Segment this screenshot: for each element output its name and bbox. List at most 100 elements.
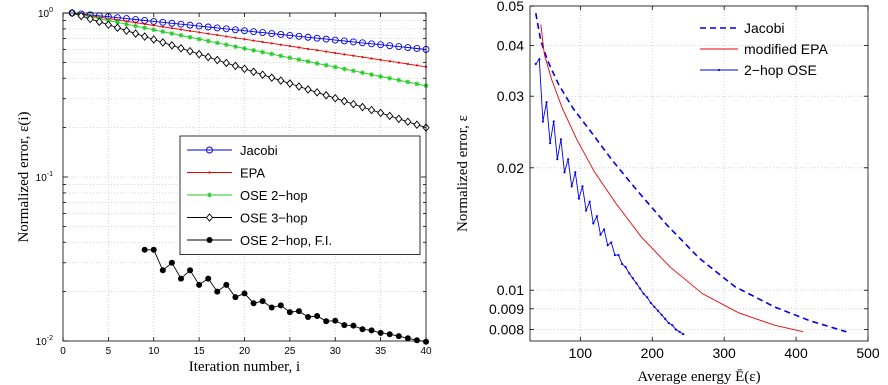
data-point	[323, 318, 330, 325]
y-tick-label: 0.009	[489, 301, 524, 317]
data-point	[160, 29, 166, 35]
data-point	[624, 265, 627, 269]
data-point	[134, 21, 137, 24]
data-point	[538, 58, 541, 61]
data-point	[341, 322, 348, 329]
data-point	[423, 338, 429, 345]
data-point	[170, 27, 173, 30]
data-point	[86, 14, 94, 24]
data-point	[331, 36, 339, 44]
data-point	[316, 49, 319, 52]
data-point	[552, 120, 555, 123]
data-point	[207, 32, 210, 35]
y-axis-label: Normalized error, ε	[455, 115, 471, 232]
data-point	[563, 171, 566, 174]
data-point	[195, 49, 203, 59]
data-point	[279, 43, 282, 46]
legend-label: modified EPA	[744, 41, 828, 57]
legend-item: OSE 2−hop	[187, 188, 308, 203]
data-point	[413, 337, 420, 344]
data-point	[141, 246, 148, 253]
series-line	[72, 12, 427, 50]
y-tick-label: 10-2	[36, 335, 53, 348]
data-point	[241, 290, 248, 297]
data-point	[386, 331, 393, 338]
data-point	[178, 32, 184, 38]
legend-item: OSE 3−hop	[187, 211, 308, 226]
data-point	[77, 11, 85, 21]
y-tick-label: 0.008	[489, 322, 524, 338]
legend-marker	[207, 192, 212, 198]
data-point	[325, 50, 328, 53]
data-point	[296, 57, 302, 63]
data-point	[142, 25, 148, 31]
data-point	[682, 332, 685, 336]
x-tick-label: 25	[284, 346, 296, 357]
data-point	[259, 70, 267, 80]
series-3	[68, 8, 430, 132]
data-point	[322, 90, 330, 100]
data-point	[395, 333, 402, 340]
data-point	[549, 142, 552, 145]
data-point	[350, 68, 356, 74]
legend-marker	[206, 237, 213, 243]
data-point	[671, 324, 674, 327]
data-point	[151, 27, 157, 33]
legend-item: 2−hop OSE	[700, 62, 817, 78]
data-point	[114, 19, 120, 25]
data-point	[240, 64, 249, 74]
data-point	[204, 52, 212, 62]
data-point	[159, 18, 167, 26]
data-point	[349, 99, 357, 109]
data-point	[332, 317, 339, 324]
data-point	[606, 244, 609, 247]
data-point	[270, 42, 273, 45]
data-point	[251, 47, 257, 53]
data-point	[359, 326, 366, 333]
data-point	[177, 275, 184, 282]
data-point	[196, 281, 203, 288]
data-point	[588, 200, 591, 203]
data-point	[635, 282, 638, 285]
data-point	[259, 29, 267, 37]
data-point	[133, 23, 139, 29]
data-point	[231, 61, 240, 71]
data-point	[232, 294, 239, 301]
data-point	[628, 272, 631, 275]
data-point	[378, 73, 384, 79]
data-point	[656, 309, 660, 312]
legend-label: OSE 3−hop	[240, 211, 308, 226]
data-point	[113, 23, 122, 32]
x-tick-label: 5	[106, 346, 112, 357]
data-point	[261, 40, 264, 44]
data-point	[225, 35, 228, 38]
data-point	[667, 322, 670, 325]
data-point	[638, 287, 642, 290]
data-point	[250, 28, 258, 36]
data-point	[314, 313, 321, 320]
legend-label: EPA	[240, 166, 265, 181]
data-point	[232, 44, 238, 50]
data-point	[177, 20, 185, 28]
series-line	[535, 13, 847, 333]
data-point	[377, 329, 384, 336]
data-point	[314, 60, 320, 66]
data-point	[260, 49, 266, 55]
data-point	[370, 57, 373, 60]
data-point	[646, 296, 649, 299]
x-tick-label: 20	[239, 346, 251, 357]
data-point	[574, 171, 577, 174]
data-point	[205, 38, 211, 44]
data-point	[397, 61, 400, 64]
data-point	[187, 267, 194, 274]
data-point	[213, 24, 221, 32]
data-point	[268, 304, 275, 311]
data-point	[168, 19, 176, 27]
x-tick-label: 10	[148, 346, 160, 357]
series-0	[535, 13, 847, 333]
data-point	[179, 28, 183, 31]
data-point	[234, 36, 237, 39]
series-line	[71, 12, 427, 129]
data-point	[323, 62, 329, 68]
y-tick-label: 0.01	[497, 282, 524, 298]
